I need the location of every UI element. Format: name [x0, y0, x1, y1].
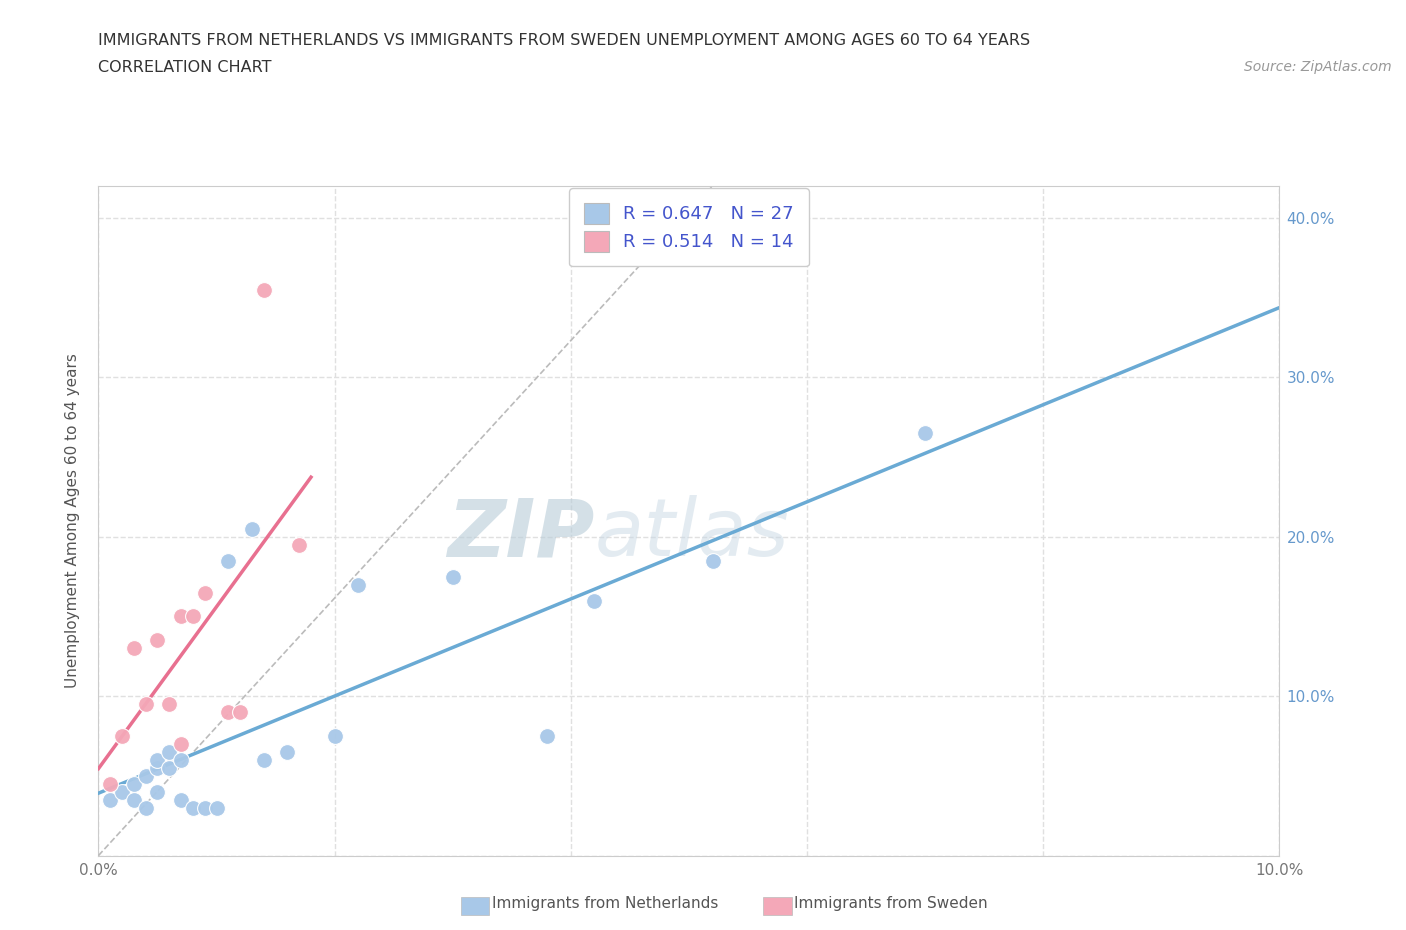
- Point: [194, 585, 217, 600]
- Point: [98, 792, 121, 807]
- Text: Immigrants from Netherlands: Immigrants from Netherlands: [492, 897, 718, 911]
- Point: [536, 728, 558, 743]
- Point: [194, 801, 217, 816]
- Point: [702, 553, 724, 568]
- Point: [98, 777, 121, 791]
- Y-axis label: Unemployment Among Ages 60 to 64 years: Unemployment Among Ages 60 to 64 years: [65, 353, 80, 688]
- Point: [170, 609, 193, 624]
- Legend: R = 0.647   N = 27, R = 0.514   N = 14: R = 0.647 N = 27, R = 0.514 N = 14: [569, 189, 808, 266]
- Point: [157, 697, 180, 711]
- Point: [441, 569, 464, 584]
- Point: [253, 752, 276, 767]
- Point: [135, 768, 157, 783]
- Text: atlas: atlas: [595, 495, 789, 573]
- Point: [583, 593, 606, 608]
- Text: Immigrants from Sweden: Immigrants from Sweden: [794, 897, 988, 911]
- Point: [276, 745, 298, 760]
- Point: [122, 641, 145, 656]
- Point: [111, 784, 134, 799]
- Point: [914, 426, 936, 441]
- Point: [181, 609, 204, 624]
- Text: ZIP: ZIP: [447, 495, 595, 573]
- Point: [170, 737, 193, 751]
- Point: [157, 761, 180, 776]
- Point: [229, 705, 252, 720]
- Point: [253, 282, 276, 297]
- Text: CORRELATION CHART: CORRELATION CHART: [98, 60, 271, 75]
- Point: [146, 761, 169, 776]
- Point: [122, 777, 145, 791]
- Text: IMMIGRANTS FROM NETHERLANDS VS IMMIGRANTS FROM SWEDEN UNEMPLOYMENT AMONG AGES 60: IMMIGRANTS FROM NETHERLANDS VS IMMIGRANT…: [98, 33, 1031, 47]
- Point: [146, 784, 169, 799]
- Point: [217, 705, 239, 720]
- Point: [111, 728, 134, 743]
- Text: Source: ZipAtlas.com: Source: ZipAtlas.com: [1244, 60, 1392, 74]
- Point: [347, 578, 370, 592]
- Point: [170, 752, 193, 767]
- Point: [135, 697, 157, 711]
- Point: [288, 538, 311, 552]
- Point: [205, 801, 228, 816]
- Point: [181, 801, 204, 816]
- Point: [146, 752, 169, 767]
- Point: [157, 745, 180, 760]
- Point: [170, 792, 193, 807]
- Point: [240, 522, 263, 537]
- Point: [122, 792, 145, 807]
- Point: [217, 553, 239, 568]
- Point: [135, 801, 157, 816]
- Point: [146, 633, 169, 648]
- Point: [323, 728, 346, 743]
